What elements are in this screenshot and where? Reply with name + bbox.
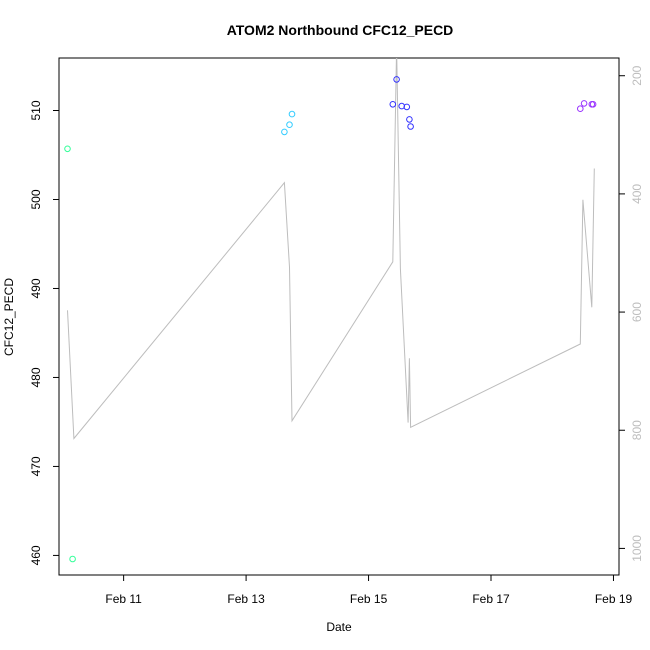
y2-tick-label: 800 (630, 420, 644, 440)
y-axis-label: CFC12_PECD (2, 278, 16, 356)
data-point (389, 101, 397, 108)
points-layer (64, 76, 597, 563)
y-tick-label: 490 (29, 278, 43, 298)
x-tick-label: Feb 15 (350, 592, 388, 606)
y2-tick-label: 200 (630, 65, 644, 85)
x-tick-label: Feb 19 (595, 592, 633, 606)
chart-title: ATOM2 Northbound CFC12_PECD (227, 22, 454, 38)
y-axis-left: 460 470 480 490 500 510 (29, 100, 59, 565)
data-point (393, 76, 400, 83)
y-tick-label: 460 (29, 545, 43, 565)
data-point (69, 555, 76, 563)
y2-tick-label: 1000 (630, 535, 644, 562)
x-tick-label: Feb 11 (105, 592, 142, 606)
y-tick-label: 500 (29, 189, 43, 209)
y2-tick-label: 400 (630, 184, 644, 204)
y-tick-label: 470 (29, 456, 43, 476)
data-point (580, 100, 588, 107)
y-tick-label: 510 (29, 100, 43, 120)
data-point (64, 145, 71, 153)
data-point (589, 101, 597, 108)
y-axis-right: 200 400 600 800 1000 (619, 65, 644, 562)
y-tick-label: 480 (29, 367, 43, 387)
data-point (577, 105, 584, 112)
data-point (407, 123, 414, 130)
x-tick-label: Feb 17 (472, 592, 510, 606)
x-axis: Feb 11 Feb 13 Feb 15 Feb 17 Feb 19 (105, 575, 633, 606)
data-point (403, 103, 411, 111)
x-axis-label: Date (326, 620, 352, 634)
secondary-series-layer (67, 58, 595, 440)
data-point (286, 121, 293, 128)
y2-tick-label: 600 (630, 302, 644, 322)
data-point (281, 128, 288, 136)
plot-frame (58, 57, 620, 576)
x-tick-label: Feb 13 (227, 592, 265, 606)
data-point (288, 110, 296, 118)
secondary-series-line (67, 58, 595, 440)
data-point (406, 116, 413, 123)
